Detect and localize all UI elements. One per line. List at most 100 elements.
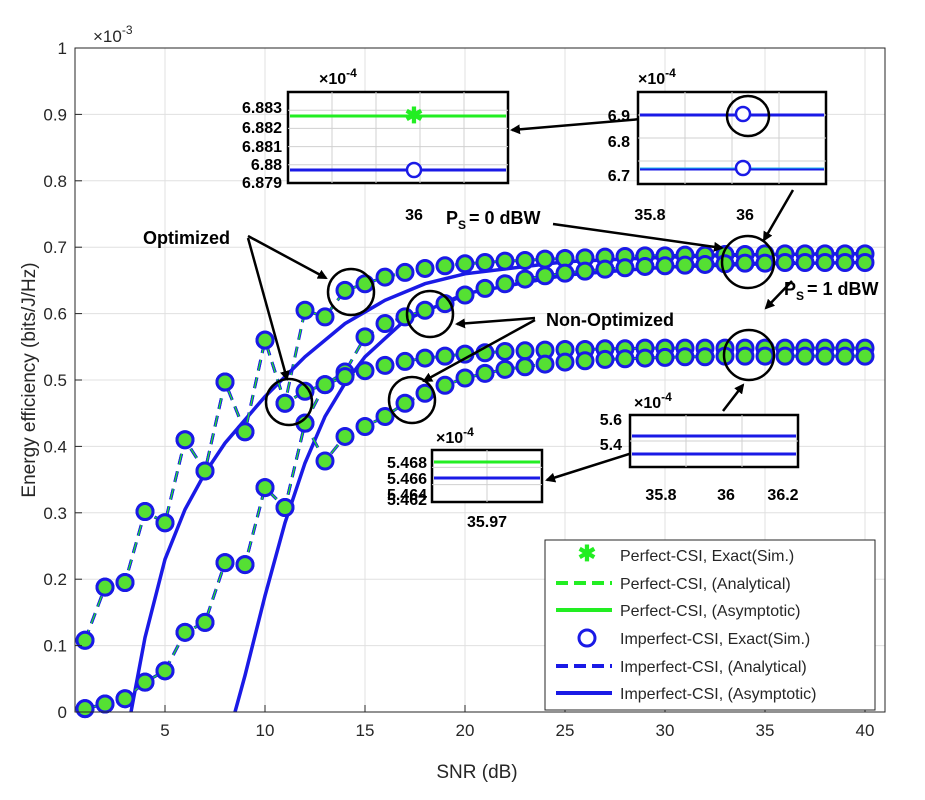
x-tick-label: 35 (756, 721, 775, 740)
exact-sim-marker (415, 348, 435, 368)
inset-exponent: ×10-4 (634, 390, 672, 412)
inset-4: ×10-4 5.6 5.4 35.8 36 36.2 (600, 390, 800, 504)
series-3 (75, 346, 875, 719)
exact-sim-marker (475, 363, 495, 383)
exact-sim-marker (375, 314, 395, 334)
exact-sim-marker (615, 258, 635, 278)
x-tick-label: 40 (856, 721, 875, 740)
callout-ellipse (722, 328, 776, 382)
legend-label: Perfect-CSI, (Asymptotic) (620, 603, 800, 620)
exact-sim-marker (715, 254, 735, 274)
arrow (764, 280, 793, 310)
inset-ytick: 5.464 (387, 487, 427, 504)
inset-ytick: 6.9 (608, 108, 630, 125)
inset-xtick: 36 (405, 207, 423, 224)
legend-label: Imperfect-CSI, (Asymptotic) (620, 686, 816, 703)
exact-sim-marker (475, 278, 495, 298)
perfect-analytical-line (84, 355, 865, 710)
annotation-ps0: PS = 0 dBW (446, 208, 541, 232)
y-tick-label: 0.8 (43, 172, 67, 191)
inset-ytick: 6.8 (608, 134, 630, 151)
inset-exponent: ×10-4 (436, 425, 474, 447)
exact-sim-marker (75, 630, 95, 650)
exact-sim-marker (515, 269, 535, 289)
exact-sim-marker (755, 253, 775, 273)
exact-sim-marker (255, 478, 275, 498)
arrow (762, 189, 795, 242)
inset-circle-marker (734, 105, 752, 123)
exact-sim-marker (315, 375, 335, 395)
inset-xtick: 36 (717, 487, 735, 504)
legend-label: Imperfect-CSI, Exact(Sim.) (620, 631, 810, 648)
x-tick-label: 20 (456, 721, 475, 740)
exact-sim-marker (655, 347, 675, 367)
legend-entry: Perfect-CSI, (Analytical) (556, 576, 791, 593)
legend-entry: Imperfect-CSI, (Asymptotic) (556, 686, 816, 703)
exact-sim-marker (675, 347, 695, 367)
inset-ytick: 5.466 (387, 471, 427, 488)
legend-label: Imperfect-CSI, (Analytical) (620, 659, 807, 676)
exact-sim-marker (295, 381, 315, 401)
exact-sim-marker (475, 252, 495, 272)
exact-sim-marker (855, 252, 875, 272)
exact-sim-marker (395, 393, 415, 413)
y-tick-label: 0.3 (43, 504, 67, 523)
x-tick-label: 5 (160, 721, 169, 740)
exact-sim-marker (455, 368, 475, 388)
exact-sim-marker (335, 280, 355, 300)
inset-ytick: 5.468 (387, 455, 427, 472)
exact-sim-marker (635, 256, 655, 276)
inset-frame (286, 90, 510, 185)
y-tick-label: 0.1 (43, 637, 67, 656)
exact-sim-marker (235, 422, 255, 442)
exact-sim-marker (795, 346, 815, 366)
arrow (722, 383, 745, 412)
x-axis-label: SNR (dB) (436, 762, 517, 783)
exact-sim-marker (95, 577, 115, 597)
inset-ytick: 6.882 (242, 120, 282, 137)
exact-sim-marker (555, 263, 575, 283)
inset-ytick: 5.4 (600, 437, 622, 454)
x-tick-label: 25 (556, 721, 575, 740)
exact-sim-marker (95, 694, 115, 714)
exact-sim-marker (135, 672, 155, 692)
exact-sim-marker (595, 259, 615, 279)
exact-sim-marker (315, 451, 335, 471)
exact-sim-marker (435, 346, 455, 366)
exact-sim-marker (515, 341, 535, 361)
exact-sim-marker (695, 347, 715, 367)
exact-sim-marker (775, 346, 795, 366)
y-tick-label: 0.7 (43, 238, 67, 257)
exact-sim-marker (615, 349, 635, 369)
legend-star-icon: ✱ (578, 541, 596, 566)
y-tick-label: 0.4 (43, 437, 67, 456)
legend-entry: Imperfect-CSI, (Analytical) (556, 659, 807, 676)
inset-circle-marker (734, 159, 752, 177)
exact-sim-marker (535, 354, 555, 374)
exact-sim-marker (495, 251, 515, 271)
exact-sim-marker (235, 555, 255, 575)
exact-sim-marker (175, 622, 195, 642)
exact-sim-marker (735, 346, 755, 366)
annotation-non-optimized: Non-Optimized (546, 310, 674, 330)
exact-sim-marker (355, 416, 375, 436)
annotation-ps1: PS = 1 dBW (784, 279, 879, 303)
callout-ellipse (387, 375, 437, 425)
exact-sim-marker (815, 252, 835, 272)
exact-sim-marker (395, 262, 415, 282)
inset-star-marker: ✱ (405, 103, 423, 128)
legend-circle-icon (577, 628, 597, 648)
legend-entry: Imperfect-CSI, Exact(Sim.) (577, 628, 810, 648)
arrow (247, 234, 328, 280)
exact-sim-marker (595, 349, 615, 369)
exact-sim-marker (535, 266, 555, 286)
inset-exponent: ×10-4 (319, 66, 357, 88)
exact-sim-marker (635, 348, 655, 368)
exact-sim-marker (115, 573, 135, 593)
arrow (552, 222, 724, 252)
inset-circle-marker (405, 161, 423, 179)
inset-ytick: 6.883 (242, 100, 282, 117)
inset-xtick: 35.8 (645, 487, 676, 504)
exact-sim-marker (275, 393, 295, 413)
exact-sim-marker (435, 256, 455, 276)
